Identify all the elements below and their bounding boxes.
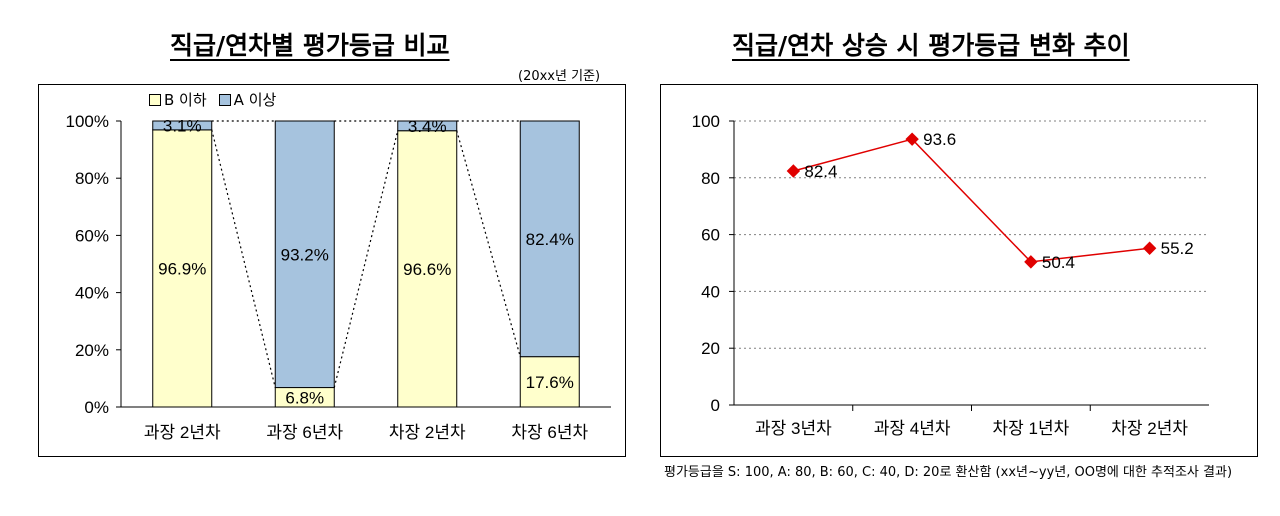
bar-segment-a-above xyxy=(274,120,335,389)
data-value-label: 82.4 xyxy=(804,162,837,181)
y-tick-label: 60% xyxy=(75,226,109,245)
y-tick-label: 60 xyxy=(701,226,720,245)
y-tick-label: 40 xyxy=(701,282,720,301)
line-chart: 0 20 40 60 80 100 82.4 93.6 50.4 55.2 과장 3년차 과장 4년차… xyxy=(692,112,1209,438)
legend-item-b-below: B 이하 xyxy=(149,89,207,110)
x-category-label: 차장 2년차 xyxy=(1111,419,1188,438)
x-category-label: 차장 1년차 xyxy=(993,419,1070,438)
bar-segment-a-above xyxy=(152,120,213,131)
bar-value-label: 96.9% xyxy=(158,259,206,278)
x-category-label: 과장 3년차 xyxy=(755,419,832,438)
line-chart-panel: 0 20 40 60 80 100 82.4 93.6 50.4 55.2 과장 3년차 과장 4년차… xyxy=(660,84,1258,457)
y-tick-label: 100 xyxy=(692,112,720,131)
x-category-label: 과장 2년차 xyxy=(144,423,221,442)
y-tick-label: 80% xyxy=(75,169,109,188)
y-tick-label: 80 xyxy=(701,169,720,188)
bar-segment-a-above xyxy=(397,120,458,132)
data-value-label: 55.2 xyxy=(1161,239,1194,258)
series-connector-line xyxy=(333,130,399,388)
x-category-label: 과장 6년차 xyxy=(266,423,343,442)
y-tick-label: 0% xyxy=(84,398,109,417)
y-tick-label: 20% xyxy=(75,341,109,360)
x-category-label: 차장 6년차 xyxy=(511,423,588,442)
stacked-bar-chart-panel: B 이하 A 이상 0% 20% 40% 60% 80% 100% 96.9% 3.1% 과장 … xyxy=(38,84,626,457)
x-category-label: 차장 2년차 xyxy=(389,423,466,442)
bar-value-label: 82.4% xyxy=(526,230,574,249)
footnote: 평가등급을 S: 100, A: 80, B: 60, C: 40, D: 20… xyxy=(664,465,1233,480)
y-tick-label: 100% xyxy=(66,112,109,131)
legend: B 이하 A 이상 xyxy=(149,89,276,110)
x-category-label: 과장 4년차 xyxy=(874,419,951,438)
y-tick-label: 40% xyxy=(75,284,109,303)
bar-segment-a-above xyxy=(519,120,580,358)
bar-value-label: 96.6% xyxy=(403,260,451,279)
legend-label-a-above: A 이상 xyxy=(233,91,277,109)
left-chart-title: 직급/연차별 평가등급 비교 xyxy=(170,31,450,60)
legend-swatch-a-above xyxy=(218,93,231,106)
y-tick-label: 20 xyxy=(701,339,720,358)
data-point-marker xyxy=(786,164,801,178)
series-connector-line xyxy=(456,130,521,357)
data-point-marker xyxy=(1024,255,1038,269)
basis-year-note: (20xx년 기준) xyxy=(518,69,601,84)
legend-item-a-above: A 이상 xyxy=(218,89,277,110)
bar-value-label: 3.4% xyxy=(408,117,447,136)
legend-swatch-b-below xyxy=(149,93,161,106)
series-connector-line xyxy=(211,129,276,388)
data-point-marker xyxy=(1142,241,1157,255)
bar-value-label: 17.6% xyxy=(526,373,574,392)
bar-value-label: 3.1% xyxy=(163,116,202,135)
bar-segment-b-below xyxy=(152,129,213,408)
series-line xyxy=(793,138,1150,263)
data-value-label: 93.6 xyxy=(923,130,956,149)
bar-value-label: 6.8% xyxy=(285,388,324,407)
bar-segment-b-below xyxy=(397,130,458,408)
bar-segment-b-below xyxy=(519,356,580,408)
bar-value-label: 93.2% xyxy=(281,245,329,264)
y-tick-label: 0 xyxy=(711,396,720,415)
right-chart-title: 직급/연차 상승 시 평가등급 변화 추이 xyxy=(732,31,1130,60)
data-point-marker xyxy=(905,132,919,146)
data-value-label: 50.4 xyxy=(1042,253,1075,272)
legend-label-b-below: B 이하 xyxy=(164,91,207,109)
stacked-bar-chart: 0% 20% 40% 60% 80% 100% 96.9% 3.1% 과장 2년차 6.8% 93.… xyxy=(66,112,611,442)
